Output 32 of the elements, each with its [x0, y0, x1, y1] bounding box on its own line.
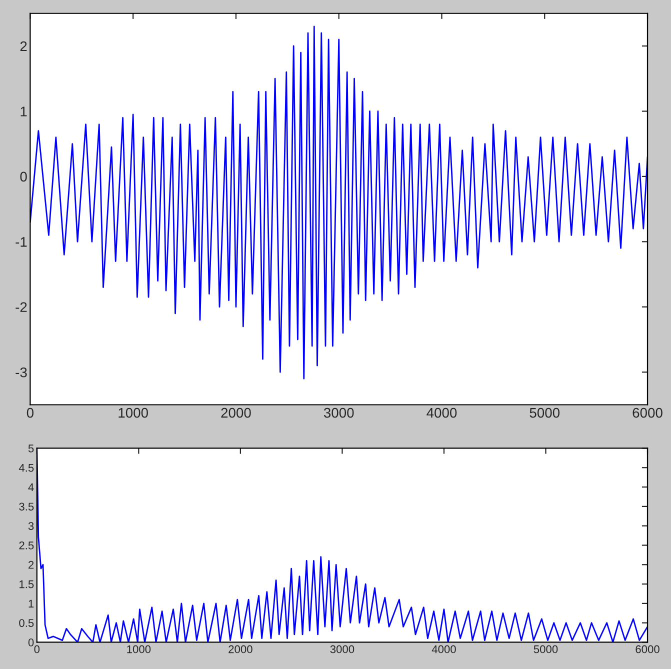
x-tick-label: 2000 — [228, 645, 252, 654]
x-tick-label: 6000 — [632, 408, 662, 418]
y-tick-label: 2 — [28, 560, 34, 569]
y-tick-label: 1.5 — [20, 580, 34, 588]
y-tick-label: 5 — [28, 444, 34, 452]
y-tick-label: 4 — [28, 483, 34, 492]
x-tick-label: 4000 — [432, 645, 456, 654]
line-series — [36, 448, 648, 642]
y-tick-label: 0 — [28, 638, 34, 646]
x-tick-label: 5000 — [534, 645, 558, 654]
x-tick-label: 3000 — [324, 408, 354, 418]
y-tick-label: 2.5 — [19, 542, 34, 550]
x-tick-label: 2000 — [221, 408, 251, 418]
y-tick-label: 4.5 — [18, 464, 34, 472]
x-tick-label: 4000 — [426, 408, 457, 418]
y-tick-label: 0 — [20, 172, 27, 182]
y-tick-label: 0.5 — [19, 619, 34, 627]
y-tick-label: 1 — [28, 600, 34, 608]
x-tick-label: 6000 — [636, 645, 660, 654]
y-tick-label: 3.5 — [19, 502, 34, 511]
y-tick-label: -1 — [16, 237, 27, 247]
y-tick-label: 3 — [28, 522, 34, 530]
y-tick-label: 1 — [20, 106, 27, 116]
x-tick-label: 3000 — [330, 645, 354, 654]
x-tick-label: 5000 — [530, 408, 560, 418]
x-tick-label: 0 — [34, 645, 40, 654]
x-tick-label: 1000 — [127, 645, 151, 654]
line-series — [30, 26, 648, 380]
y-tick-label: -2 — [16, 302, 27, 312]
y-tick-label: 2 — [20, 41, 27, 52]
x-tick-label: 1000 — [118, 408, 148, 418]
y-tick-label: -3 — [16, 367, 27, 378]
